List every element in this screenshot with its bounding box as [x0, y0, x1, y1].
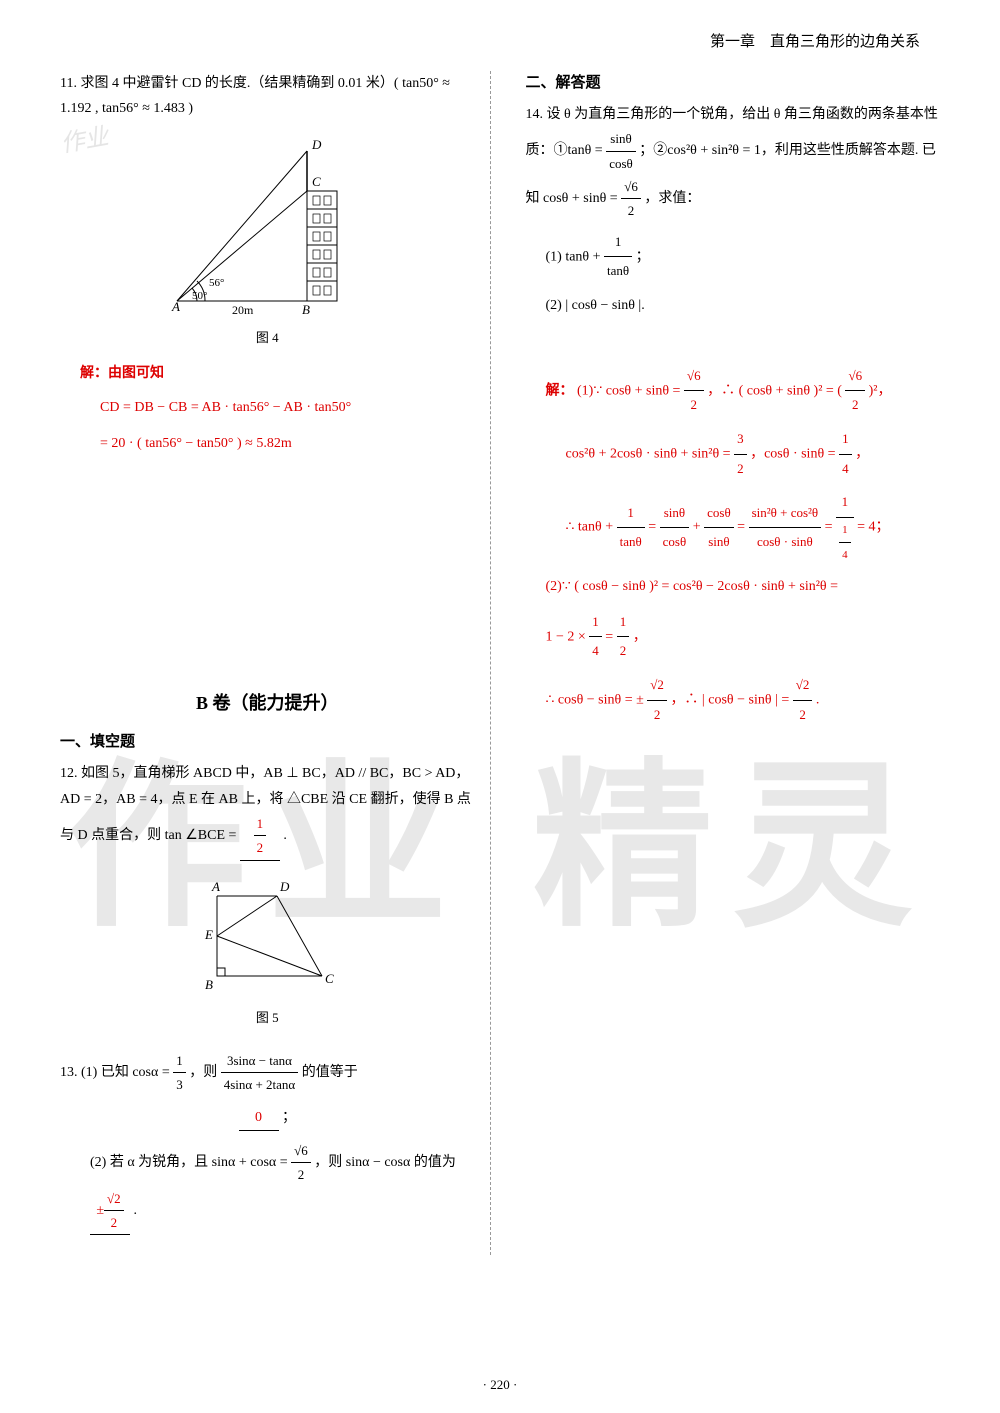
section-2-title: 二、解答题: [526, 71, 941, 92]
angle-56: 56°: [209, 277, 224, 289]
svg-text:C: C: [312, 174, 321, 189]
p13-part2-answer: ±√22: [90, 1187, 130, 1236]
p13-part1-text: (1) 已知 cosα =: [81, 1065, 170, 1080]
problem-13: 13. (1) 已知 cosα = 13 ，则 3sinα − tanα4sin…: [60, 1049, 475, 1236]
problem-num: 14.: [526, 107, 544, 122]
fig4-caption: 图 4: [60, 326, 475, 349]
p14-solution: 解： (1)∵ cosθ + sinθ = √62 ，∴ ( cosθ + si…: [526, 362, 941, 730]
b-section-title: B 卷（能力提升）: [60, 689, 475, 715]
p13-part2-text: (2) 若 α 为锐角，且 sinα + cosα =: [90, 1155, 288, 1170]
page-header: 第一章 直角三角形的边角关系: [60, 30, 940, 51]
p14-q1: (1) tanθ +: [546, 249, 601, 264]
p13-part1-text3: 的值等于: [302, 1065, 358, 1080]
p13-part1-answer: 0: [239, 1105, 279, 1131]
left-column: 11. 求图 4 中避雷针 CD 的长度.（结果精确到 0.01 米）( tan…: [60, 71, 491, 1255]
p14-q2: (2) | cosθ − sinθ |.: [546, 298, 645, 313]
problem-num: 13.: [60, 1065, 78, 1080]
sol-line1: CD = DB − CB = AB · tan56° − AB · tan50°: [80, 393, 475, 424]
problem-12: 12. 如图 5，直角梯形 ABCD 中，AB ⊥ BC，AD // BC，BC…: [60, 761, 475, 1029]
p11-solution: 解：由图可知 CD = DB − CB = AB · tan56° − AB ·…: [60, 360, 475, 460]
problem-num: 12.: [60, 766, 78, 781]
p13-part2-text2: ，则 sinα − cosα 的值为: [314, 1155, 456, 1170]
base-20m: 20m: [232, 303, 254, 317]
right-column: 二、解答题 14. 设 θ 为直角三角形的一个锐角，给出 θ 角三角函数的两条基…: [511, 71, 941, 1255]
problem-11: 11. 求图 4 中避雷针 CD 的长度.（结果精确到 0.01 米）( tan…: [60, 71, 475, 459]
svg-text:D: D: [279, 879, 290, 894]
sol-label: 解：由图可知: [80, 360, 475, 388]
main-columns: 11. 求图 4 中避雷针 CD 的长度.（结果精确到 0.01 米）( tan…: [60, 71, 940, 1255]
svg-text:B: B: [302, 302, 310, 317]
p13-part1-text2: ，则: [189, 1065, 217, 1080]
svg-text:C: C: [325, 971, 334, 986]
chapter-title: 第一章 直角三角形的边角关系: [710, 34, 920, 50]
svg-text:D: D: [311, 137, 322, 152]
angle-50: 50°: [192, 290, 207, 302]
p12-answer: 12: [240, 812, 280, 861]
problem-text: 求图 4 中避雷针 CD 的长度.（结果精确到 0.01 米）( tan50° …: [60, 76, 450, 116]
svg-text:B: B: [205, 977, 213, 992]
p14-text3: ，求值：: [644, 191, 700, 206]
figure-4-svg: A B C D 50° 56° 20m: [137, 131, 397, 321]
svg-text:E: E: [204, 927, 213, 942]
problem-num: 11.: [60, 76, 77, 91]
sol-line2: = 20 · ( tan56° − tan50° ) ≈ 5.82m: [80, 429, 475, 460]
figure-4: A B C D 50° 56° 20m 图 4: [60, 131, 475, 349]
section-1-title: 一、填空题: [60, 730, 475, 751]
figure-5: A D B C E 图 5: [60, 871, 475, 1029]
figure-5-svg: A D B C E: [177, 871, 357, 1001]
svg-text:A: A: [171, 299, 180, 314]
page-number: · 220 ·: [483, 1377, 518, 1393]
problem-14: 14. 设 θ 为直角三角形的一个锐角，给出 θ 角三角函数的两条基本性质：①t…: [526, 102, 941, 729]
fig5-caption: 图 5: [60, 1006, 475, 1029]
svg-text:A: A: [211, 879, 220, 894]
